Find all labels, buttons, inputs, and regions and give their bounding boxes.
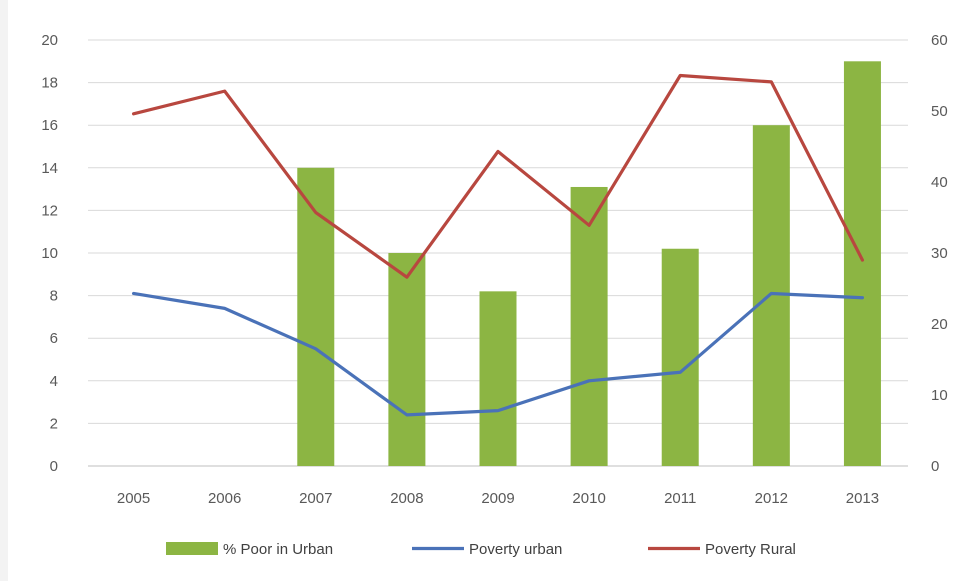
left-border-strip xyxy=(0,0,8,581)
x-tick-label: 2007 xyxy=(299,490,332,507)
left-tick-label: 10 xyxy=(41,245,58,262)
right-tick-label: 0 xyxy=(931,458,939,475)
right-tick-label: 30 xyxy=(931,245,948,262)
right-axis-ticks: 0 10 20 30 40 50 60 xyxy=(931,32,948,475)
legend-entry: Poverty Rural xyxy=(705,541,796,558)
right-tick-label: 40 xyxy=(931,174,948,191)
left-tick-label: 8 xyxy=(50,288,58,305)
right-tick-label: 50 xyxy=(931,103,948,120)
right-tick-label: 60 xyxy=(931,32,948,49)
series-line xyxy=(131,73,865,279)
left-tick-label: 20 xyxy=(41,32,58,49)
legend-entry: Poverty urban xyxy=(469,541,562,558)
legend: % Poor in Urban Poverty urban Poverty Rura… xyxy=(166,541,796,558)
bar xyxy=(479,291,517,466)
bar xyxy=(661,248,699,466)
bar xyxy=(297,167,335,467)
bar xyxy=(843,61,881,467)
x-tick-label: 2008 xyxy=(390,490,423,507)
left-tick-label: 16 xyxy=(41,117,58,134)
bar xyxy=(388,253,426,466)
series-line xyxy=(131,291,865,417)
left-tick-label: 4 xyxy=(50,373,58,390)
x-tick-label: 2012 xyxy=(755,490,788,507)
x-tick-label: 2010 xyxy=(572,490,605,507)
x-tick-label: 2011 xyxy=(664,490,696,507)
left-tick-label: 18 xyxy=(41,75,58,92)
left-tick-label: 2 xyxy=(50,415,58,432)
x-tick-label: 2005 xyxy=(117,490,150,507)
legend-entry: % Poor in Urban xyxy=(223,541,333,558)
left-axis-ticks: 0 2 4 6 8 10 12 14 16 18 20 xyxy=(41,32,58,475)
x-tick-label: 2009 xyxy=(481,490,514,507)
right-tick-label: 20 xyxy=(931,316,948,333)
left-tick-label: 0 xyxy=(50,458,58,475)
x-tick-label: 2006 xyxy=(208,490,241,507)
x-tick-label: 2013 xyxy=(846,490,879,507)
legend-swatch xyxy=(166,542,218,555)
right-tick-label: 10 xyxy=(931,387,948,404)
x-axis-ticks: 2005 2006 2007 2008 2009 2010 2011 2012 2013 xyxy=(117,490,879,507)
line-series xyxy=(131,73,865,417)
left-tick-label: 14 xyxy=(41,160,58,177)
bar xyxy=(570,186,608,466)
left-tick-label: 6 xyxy=(50,330,58,347)
left-tick-label: 12 xyxy=(41,202,58,219)
